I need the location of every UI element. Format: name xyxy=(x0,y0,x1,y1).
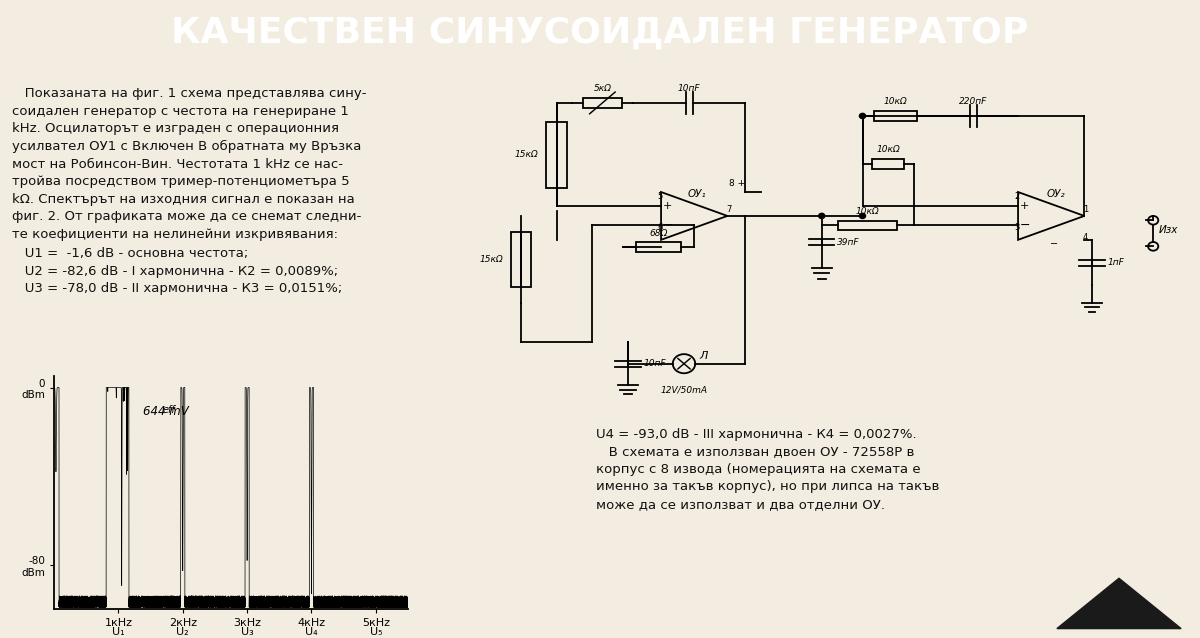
Text: 15кΩ: 15кΩ xyxy=(479,255,503,264)
Text: 12V/50mA: 12V/50mA xyxy=(660,385,708,394)
Text: OУ₂: OУ₂ xyxy=(1046,189,1066,198)
Text: В схемата е използван двоен ОУ - 72558Р в: В схемата е използван двоен ОУ - 72558Р … xyxy=(596,445,914,458)
Text: 10кΩ: 10кΩ xyxy=(876,145,900,154)
Text: U4 = -93,0 dB - III хармонична - К4 = 0,0027%.: U4 = -93,0 dB - III хармонична - К4 = 0,… xyxy=(596,428,917,441)
Bar xyxy=(546,121,566,188)
Text: −: − xyxy=(662,219,673,232)
Text: U3 = -78,0 dB - II хармонична - К3 = 0,0151%;: U3 = -78,0 dB - II хармонична - К3 = 0,0… xyxy=(12,282,342,295)
Text: −: − xyxy=(1020,219,1030,232)
Text: kΩ. Спектърът на изходния сигнал е показан на: kΩ. Спектърът на изходния сигнал е показ… xyxy=(12,193,355,205)
Bar xyxy=(871,159,905,168)
Text: 5кΩ: 5кΩ xyxy=(593,84,612,93)
Text: 7: 7 xyxy=(726,205,731,214)
Bar xyxy=(583,98,622,108)
Text: 3: 3 xyxy=(1014,223,1020,232)
Text: 68Ω: 68Ω xyxy=(649,228,667,237)
Bar xyxy=(875,111,917,121)
Text: може да се използват и два отделни ОУ.: може да се използват и два отделни ОУ. xyxy=(596,498,886,511)
Text: 6: 6 xyxy=(658,223,662,232)
Circle shape xyxy=(859,114,865,119)
Bar xyxy=(636,242,682,252)
Text: 644 mV: 644 mV xyxy=(143,405,188,419)
Text: 2: 2 xyxy=(1014,193,1020,202)
Text: Изх: Изх xyxy=(1158,225,1177,235)
Text: КАЧЕСТВЕН СИНУСОИДАЛЕН ГЕНЕРАТОР: КАЧЕСТВЕН СИНУСОИДАЛЕН ГЕНЕРАТОР xyxy=(172,15,1028,50)
Bar xyxy=(511,232,530,287)
Text: 8 +: 8 + xyxy=(730,179,745,188)
Text: 10пF: 10пF xyxy=(678,84,701,93)
Text: eff: eff xyxy=(162,405,175,415)
Text: +: + xyxy=(662,202,672,211)
Text: мост на Робинсон-Вин. Честотата 1 kHz се нас-: мост на Робинсон-Вин. Честотата 1 kHz се… xyxy=(12,158,343,170)
Text: соидален генератор с честота на генериране 1: соидален генератор с честота на генерира… xyxy=(12,105,349,118)
Text: U1 =  -1,6 dB - основна честота;: U1 = -1,6 dB - основна честота; xyxy=(12,247,248,260)
Text: Л: Л xyxy=(700,352,708,361)
Text: те коефициенти на нелинейни изкривявания:: те коефициенти на нелинейни изкривявания… xyxy=(12,228,338,241)
Text: U₂: U₂ xyxy=(176,627,190,637)
Text: 220пF: 220пF xyxy=(959,98,988,107)
Text: +: + xyxy=(1020,202,1030,211)
Text: U2 = -82,6 dB - I хармонична - К2 = 0,0089%;: U2 = -82,6 dB - I хармонична - К2 = 0,00… xyxy=(12,265,338,278)
Text: корпус с 8 извода (номерацията на схемата е: корпус с 8 извода (номерацията на схемат… xyxy=(596,463,920,476)
Circle shape xyxy=(818,213,824,219)
Text: 10пF: 10пF xyxy=(643,359,666,368)
Text: 1: 1 xyxy=(1082,205,1088,214)
Text: 10кΩ: 10кΩ xyxy=(856,207,880,216)
Text: U₄: U₄ xyxy=(305,627,318,637)
Text: U₃: U₃ xyxy=(241,627,253,637)
Text: фиг. 2. От графиката може да се снемат следни-: фиг. 2. От графиката може да се снемат с… xyxy=(12,210,361,223)
Polygon shape xyxy=(1057,578,1181,628)
Text: усилвател ОУ1 с Включен В обратната му Връзка: усилвател ОУ1 с Включен В обратната му В… xyxy=(12,140,361,153)
Text: 1пF: 1пF xyxy=(1108,258,1124,267)
Text: −: − xyxy=(1050,239,1058,249)
Bar xyxy=(839,221,896,230)
Text: OУ₁: OУ₁ xyxy=(688,189,706,198)
Text: Показаната на фиг. 1 схема представлява сину-: Показаната на фиг. 1 схема представлява … xyxy=(12,87,366,100)
Circle shape xyxy=(859,213,865,219)
Text: тройва посредством тример-потенциометъра 5: тройва посредством тример-потенциометъра… xyxy=(12,175,349,188)
Text: 10кΩ: 10кΩ xyxy=(883,98,907,107)
Text: 39пF: 39пF xyxy=(838,237,859,246)
Text: 5: 5 xyxy=(658,193,662,202)
Text: kHz. Осцилаторът е изграден с операционния: kHz. Осцилаторът е изграден с операционн… xyxy=(12,122,340,135)
Text: U₁: U₁ xyxy=(112,627,125,637)
Text: 15кΩ: 15кΩ xyxy=(515,150,539,159)
Text: U₅: U₅ xyxy=(370,627,382,637)
Text: именно за такъв корпус), но при липса на такъв: именно за такъв корпус), но при липса на… xyxy=(596,480,940,493)
Text: 4: 4 xyxy=(1082,233,1088,242)
